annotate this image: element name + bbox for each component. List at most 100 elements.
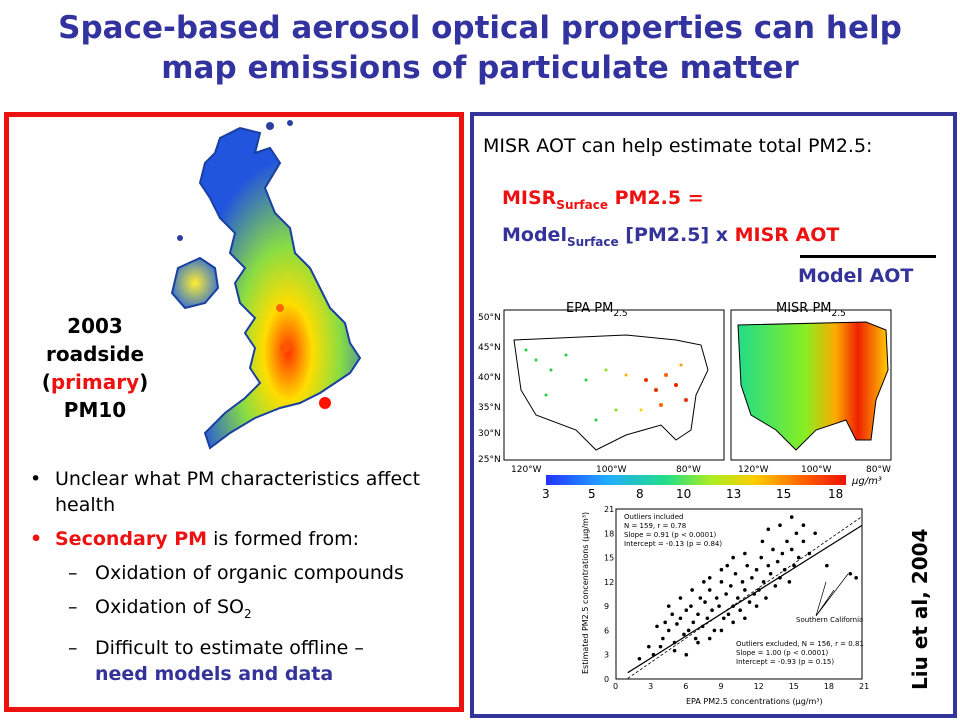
island-dot: [266, 122, 274, 130]
lat-label: 45°N: [478, 343, 501, 353]
lon-label: 80°W: [866, 465, 891, 475]
colorbar-unit: μg/m³: [851, 476, 882, 487]
scatter-frame: [615, 508, 863, 680]
citation: Liu et al, 2004: [908, 528, 932, 690]
scatter-ticks: 00 3 3 6 6 9 9 12 12 15 15 18 18 21 21: [604, 505, 869, 691]
x-tick-label: 0: [613, 682, 618, 691]
scatter-point: [666, 628, 671, 633]
y-tick-label: 12: [604, 578, 614, 587]
scatter-point: [689, 604, 693, 608]
lon-label: 80°W: [676, 465, 701, 475]
uk-label-primary: (primary): [41, 370, 149, 394]
lon-label: 120°W: [511, 465, 542, 475]
scatter-point: [678, 616, 683, 621]
uk-label-year: 2003: [67, 314, 123, 338]
formula-line-2: ModelSurface [PM2.5] x MISR AOT: [502, 224, 840, 249]
misr-us-fill: [737, 321, 889, 451]
scatter-point: [686, 628, 691, 633]
scatter-point: [750, 576, 754, 580]
uk-pm10-map: [170, 120, 362, 450]
scatter-point: [719, 628, 724, 633]
scatter-point: [658, 644, 663, 649]
scatter-point: [712, 628, 717, 633]
y-tick-label: 6: [604, 626, 609, 635]
bullet-item: • Secondary PM is formed from:: [30, 528, 360, 550]
scatter-point: [754, 604, 759, 608]
bullet-item: • Unclear what PM characteristics affect…: [30, 468, 421, 516]
scatter-point: [740, 580, 745, 584]
scatter-point: [754, 567, 759, 572]
scatter-point: [733, 571, 738, 576]
island-dot: [177, 235, 183, 241]
regression-line: [627, 524, 863, 674]
legend-line: Intercept = -0.13 (p = 0.84): [624, 540, 722, 548]
scatter-point: [778, 576, 782, 580]
scatter-point: [792, 563, 796, 568]
scatter-point: [761, 580, 766, 584]
scatter-point: [670, 612, 675, 617]
x-tick-label: 21: [859, 682, 869, 691]
scatter-point: [738, 608, 742, 612]
colorbar-tick: 5: [588, 487, 596, 500]
scatter-point: [782, 567, 787, 572]
scatter-point: [719, 580, 724, 584]
scatter-point: [771, 547, 775, 552]
scatter-point: [696, 640, 700, 645]
scatter-point: [707, 576, 712, 580]
left-panel: [4, 112, 464, 712]
right-panel: [470, 112, 957, 718]
scatter-point: [759, 555, 764, 560]
lat-label: 40°N: [478, 373, 501, 383]
scatter-point: [760, 539, 765, 544]
scatter-point: [807, 551, 812, 556]
y-tick-label: 15: [604, 554, 614, 563]
scatter-point: [848, 571, 853, 576]
lon-label: 100°W: [801, 465, 832, 475]
scatter-point: [794, 531, 799, 536]
scatter-point: [703, 600, 707, 604]
scatter-point: [787, 580, 792, 584]
scatter-point: [766, 527, 771, 532]
scatter-point: [696, 612, 700, 617]
scatter-point: [702, 580, 706, 584]
scatter-point: [789, 547, 794, 552]
scatter-point: [768, 571, 773, 576]
slide-title: Space-based aerosol optical properties c…: [0, 8, 960, 88]
colorbar-tick: 8: [636, 487, 644, 500]
epa-map-frame: [503, 309, 725, 461]
uk-label-roadside: roadside: [45, 342, 145, 366]
colorbar-tick: 13: [726, 487, 741, 500]
scatter-point: [655, 624, 659, 629]
colorbar-tick: 10: [676, 487, 691, 500]
scatter-point: [637, 656, 642, 661]
scatter-point: [721, 616, 726, 621]
lon-label: 100°W: [596, 465, 627, 475]
hotspot-north: [276, 304, 284, 312]
scatter-point: [757, 588, 761, 592]
legend-line: N = 159, r = 0.78: [624, 522, 686, 530]
island-dot: [287, 120, 293, 126]
lat-label: 25°N: [478, 455, 501, 465]
x-tick-label: 15: [789, 682, 799, 691]
scatter-legend-bottom: Outliers excluded, N = 156, r = 0.81 Slo…: [736, 640, 864, 666]
scatter-point: [717, 604, 721, 608]
scatter-point: [714, 596, 719, 600]
scatter-point: [663, 620, 667, 625]
scatter-point: [710, 608, 714, 612]
scatter-points: [637, 515, 858, 661]
colorbar-tick: 18: [828, 487, 843, 500]
sub-item: – Difficult to estimate offline – need m…: [68, 636, 364, 685]
uk-label-pm10: PM10: [63, 398, 127, 422]
scatter-point: [691, 620, 696, 625]
legend-line: Slope = 1.00 (p < 0.0001): [736, 649, 829, 657]
x-tick-label: 9: [718, 682, 723, 691]
scatter-point: [801, 539, 806, 544]
scatter-point: [778, 523, 782, 527]
scatter-point: [705, 616, 710, 621]
scatter-point: [796, 555, 801, 560]
scatter-point: [672, 648, 677, 653]
scatter-point: [789, 515, 794, 519]
scatter-point: [647, 644, 651, 649]
pm25-maps: EPA PM2.5 MISR PM2.5 50°N 45°N 40°N 35°N…: [478, 301, 892, 500]
colorbar: [546, 475, 846, 485]
